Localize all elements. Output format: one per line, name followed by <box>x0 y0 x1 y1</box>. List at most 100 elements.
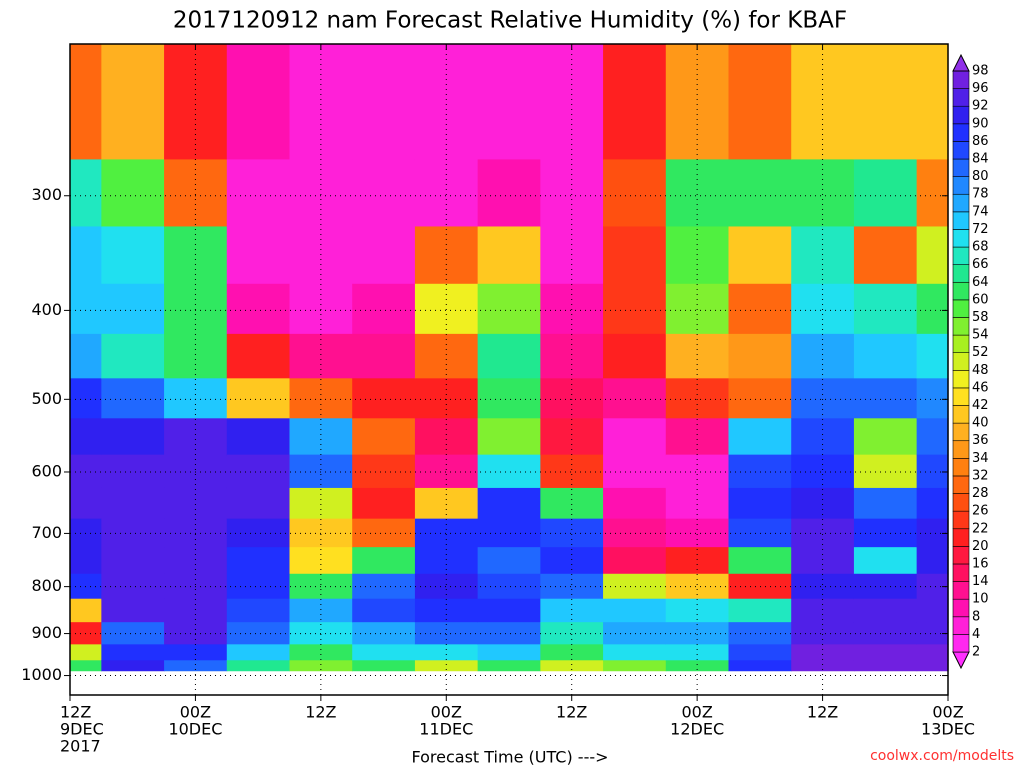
rh-cell <box>477 487 541 520</box>
y-tick-label: 600 <box>31 461 62 480</box>
colorbar-swatch <box>952 458 970 477</box>
colorbar-arrow <box>952 53 970 72</box>
colorbar-label: 66 <box>972 257 989 272</box>
rh-cell <box>101 333 165 379</box>
colorbar-label: 26 <box>972 504 989 519</box>
rh-cell <box>853 547 918 575</box>
rh-cell <box>603 378 667 419</box>
y-tick-label: 1000 <box>21 665 62 684</box>
rh-cell <box>728 378 792 419</box>
colorbar-swatch <box>952 528 970 547</box>
rh-cell <box>665 226 730 285</box>
rh-cell <box>289 378 353 419</box>
rh-cell <box>540 598 604 623</box>
rh-cell <box>352 226 416 285</box>
x-tick-label: 12Z <box>305 703 336 722</box>
rh-cell <box>477 573 541 600</box>
colorbar-swatch <box>952 317 970 336</box>
rh-cell <box>226 598 291 623</box>
rh-cell <box>916 598 949 623</box>
rh-cell <box>603 333 667 379</box>
rh-cell <box>164 644 228 661</box>
field <box>70 44 949 672</box>
colorbar-swatch <box>952 141 970 160</box>
x-tick-label: 12Z <box>60 703 91 722</box>
rh-cell <box>414 622 479 645</box>
colorbar-swatch <box>952 581 970 600</box>
rh-cell <box>289 518 353 548</box>
rh-cell <box>728 547 792 575</box>
colorbar-swatch <box>952 229 970 248</box>
y-tick-label: 700 <box>31 523 62 542</box>
rh-cell <box>226 487 291 520</box>
rh-cell <box>352 547 416 575</box>
rh-cell <box>226 454 291 489</box>
rh-cell <box>70 159 102 228</box>
colorbar-label: 34 <box>972 451 989 466</box>
rh-cell <box>70 487 102 520</box>
rh-cell <box>414 547 479 575</box>
rh-cell <box>916 660 949 672</box>
rh-cell <box>352 644 416 661</box>
rh-cell <box>853 644 918 661</box>
rh-cell <box>226 644 291 661</box>
rh-cell <box>665 378 730 419</box>
rh-cell <box>728 487 792 520</box>
x-tick-label: 2017 <box>60 737 101 756</box>
colorbar-label: 32 <box>972 468 989 483</box>
rh-cell <box>414 644 479 661</box>
colorbar-label: 72 <box>972 222 989 237</box>
x-tick-label: 10DEC <box>168 720 222 739</box>
rh-cell <box>916 333 949 379</box>
rh-cell <box>70 333 102 379</box>
rh-cell <box>665 454 730 489</box>
rh-cell <box>226 333 291 379</box>
rh-cell <box>352 660 416 672</box>
colorbar-label: 68 <box>972 240 989 255</box>
rh-cell <box>164 598 228 623</box>
chart-title: 2017120912 nam Forecast Relative Humidit… <box>173 8 847 34</box>
credit: coolwx.com/modelts <box>870 748 1014 764</box>
rh-cell <box>101 518 165 548</box>
rh-cell <box>226 44 291 161</box>
rh-cell <box>916 226 949 285</box>
rh-cell <box>540 547 604 575</box>
rh-cell <box>540 378 604 419</box>
rh-cell <box>101 644 165 661</box>
colorbar-swatch <box>952 422 970 442</box>
rh-cell <box>665 44 730 161</box>
rh-cell <box>791 598 855 623</box>
rh-cell <box>791 644 855 661</box>
overlay: 300400500600700800900100012Z9DEC201700Z1… <box>21 43 989 756</box>
rh-cell <box>289 333 353 379</box>
y-tick-label: 300 <box>31 185 62 204</box>
rh-cell <box>853 159 918 228</box>
colorbar-label: 58 <box>972 310 989 325</box>
rh-cell <box>101 660 165 672</box>
rh-cell <box>665 598 730 623</box>
rh-cell <box>916 547 949 575</box>
x-tick-label: 13DEC <box>921 720 975 739</box>
rh-cell <box>916 418 949 456</box>
rh-cell <box>791 454 855 489</box>
rh-cell <box>665 622 730 645</box>
colorbar-label: 28 <box>972 486 989 501</box>
colorbar-label: 4 <box>972 627 980 642</box>
colorbar-swatch <box>952 334 970 353</box>
rh-cell <box>728 159 792 228</box>
rh-cell <box>477 454 541 489</box>
rh-cell <box>916 622 949 645</box>
rh-cell <box>853 44 918 161</box>
rh-cell <box>603 283 667 335</box>
rh-cell <box>603 44 667 161</box>
rh-cell <box>791 518 855 548</box>
colorbar-swatch <box>952 264 970 283</box>
colorbar-swatch <box>952 352 970 371</box>
x-tick-label: 12DEC <box>670 720 724 739</box>
rh-cell <box>853 226 918 285</box>
rh-cell <box>226 159 291 228</box>
rh-cell <box>226 518 291 548</box>
rh-cell <box>289 660 353 672</box>
rh-cell <box>352 622 416 645</box>
